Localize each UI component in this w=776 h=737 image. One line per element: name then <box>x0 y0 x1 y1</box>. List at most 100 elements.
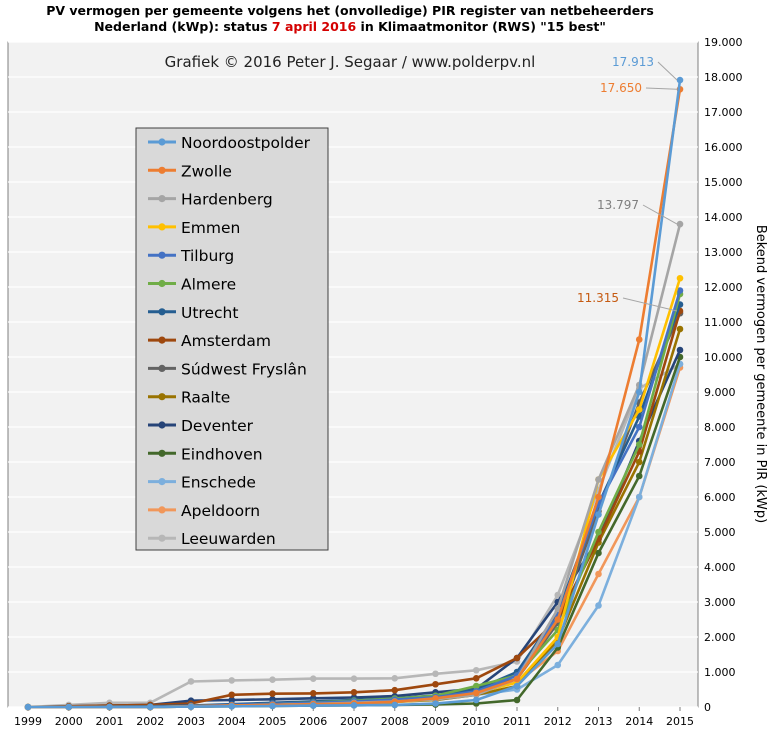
legend-item: Eindhoven <box>148 445 263 463</box>
x-tick-label: 2011 <box>503 715 531 728</box>
data-point <box>187 678 195 685</box>
legend-marker <box>158 251 166 259</box>
data-label: 13.797 <box>597 198 639 212</box>
data-point <box>432 680 439 688</box>
data-point <box>432 670 439 678</box>
y-tick-label: 18.000 <box>704 71 743 84</box>
legend-marker <box>158 364 166 372</box>
legend-label: Noordoostpolder <box>181 134 311 152</box>
y-tick-label: 13.000 <box>704 246 743 259</box>
data-point <box>513 654 521 662</box>
data-point <box>309 690 317 697</box>
data-point <box>309 702 317 709</box>
data-point <box>350 701 358 709</box>
title-suffix: in Klimaatmonitor (RWS) "15 best" <box>356 19 606 34</box>
x-tick-label: 2015 <box>666 715 694 728</box>
data-point <box>432 700 439 707</box>
data-point <box>676 274 684 282</box>
x-tick-label: 2014 <box>625 715 653 728</box>
y-tick-label: 19.000 <box>704 36 743 49</box>
legend-marker <box>158 279 166 288</box>
data-label: 17.650 <box>600 81 642 95</box>
data-point <box>146 703 154 711</box>
legend-label: Hardenberg <box>181 191 273 209</box>
legend-item: Almere <box>148 276 236 294</box>
annotations: 17.913 17.650 13.797 11.315 <box>577 55 678 312</box>
x-tick-label: 2008 <box>381 715 409 728</box>
legend-item: Zwolle <box>148 162 232 180</box>
legend-item: Apeldoorn <box>148 502 260 520</box>
data-point <box>554 640 562 648</box>
legend-marker <box>158 166 166 174</box>
data-point <box>635 472 643 480</box>
legend-marker <box>158 223 166 231</box>
y-tick-label: 12.000 <box>704 281 743 294</box>
data-point <box>472 682 480 690</box>
x-tick-label: 2003 <box>177 715 205 728</box>
data-point <box>554 591 562 599</box>
y-tick-label: 17.000 <box>704 106 743 119</box>
data-point <box>65 703 73 711</box>
x-tick-label: 2010 <box>462 715 490 728</box>
data-point <box>472 675 480 682</box>
y-tick-label: 10.000 <box>704 351 743 364</box>
data-point <box>391 686 399 694</box>
series-lines <box>24 76 684 711</box>
x-tick-label: 2000 <box>55 715 83 728</box>
data-point <box>635 336 643 343</box>
data-point <box>554 661 562 669</box>
y-tick-label: 1.000 <box>704 666 736 679</box>
data-label-leader <box>657 61 678 81</box>
legend-item: Leeuwarden <box>148 530 276 548</box>
plot-area <box>7 41 699 708</box>
legend-item: Amsterdam <box>148 332 271 350</box>
y-tick-label: 6.000 <box>704 491 736 504</box>
x-tick-label: 2013 <box>585 715 613 728</box>
data-point <box>228 691 236 699</box>
y-tick-label: 3.000 <box>704 596 736 609</box>
legend-label: Apeldoorn <box>181 502 260 520</box>
data-point <box>595 528 602 536</box>
data-point <box>676 346 684 354</box>
legend-marker <box>158 449 166 457</box>
series-noordoostpolder <box>24 76 684 711</box>
data-point <box>635 441 643 448</box>
legend-item: Deventer <box>148 417 254 435</box>
data-point <box>269 690 276 697</box>
legend-label: Tilburg <box>180 247 234 265</box>
data-point <box>554 616 562 623</box>
x-tick-label: 2004 <box>218 715 246 728</box>
x-tick-label: 1999 <box>14 715 42 728</box>
data-point <box>187 703 195 710</box>
data-point <box>472 696 480 704</box>
y-tick-label: 14.000 <box>704 211 743 224</box>
chart-title-line-1: PV vermogen per gemeente volgens het (on… <box>46 3 654 18</box>
legend-label: Emmen <box>181 219 240 237</box>
data-label: 17.913 <box>612 55 654 69</box>
x-axis-ticks: 1999 2000 2001 2002 2003 2004 2005 2006 2007 2008… <box>14 707 694 728</box>
data-point <box>513 696 521 704</box>
legend-label: Leeuwarden <box>181 530 276 548</box>
legend-marker <box>158 478 166 486</box>
data-point <box>595 602 602 609</box>
legend-item: Utrecht <box>148 304 238 322</box>
legend-label: Deventer <box>181 417 254 435</box>
y-tick-label: 8.000 <box>704 421 736 434</box>
y-axis-label: Bekend vermogen per gemeente in PIR (kWp… <box>753 225 768 523</box>
legend-item: Emmen <box>148 219 240 237</box>
x-tick-label: 2005 <box>259 715 287 728</box>
data-label-leader <box>622 297 678 312</box>
data-point <box>676 76 684 84</box>
x-tick-label: 2009 <box>422 715 450 728</box>
title-date-highlight: 7 april 2016 <box>271 19 357 34</box>
legend-label: Utrecht <box>181 304 238 322</box>
data-point <box>595 511 602 518</box>
x-tick-label: 2001 <box>96 715 124 728</box>
y-tick-label: 15.000 <box>704 176 743 189</box>
data-point <box>350 675 358 682</box>
data-point <box>309 675 317 682</box>
legend-item: Tilburg <box>148 247 234 265</box>
chart-credit: Grafiek © 2016 Peter J. Segaar / www.pol… <box>165 53 536 71</box>
legend-label: Zwolle <box>181 162 232 180</box>
